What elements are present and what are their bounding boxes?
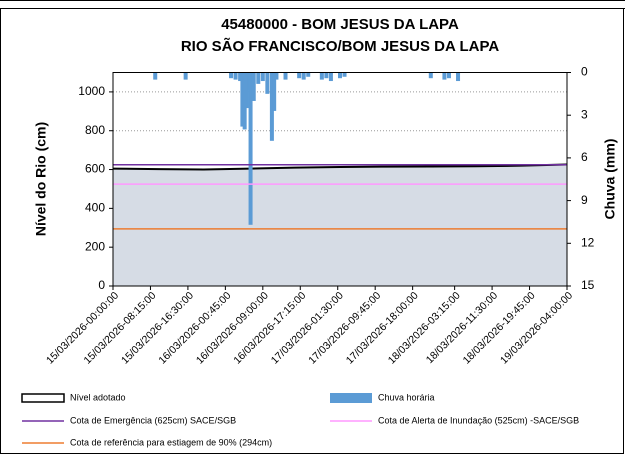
rain-bar bbox=[248, 72, 253, 225]
rain-bar bbox=[319, 72, 324, 80]
y2-tick-label: 0 bbox=[581, 65, 588, 79]
frame bbox=[0, 8, 624, 454]
y2-tick-label: 15 bbox=[581, 278, 595, 292]
rain-bar bbox=[338, 72, 342, 79]
rain-bar bbox=[272, 72, 277, 111]
x-tick-label: 16/03/2026-17:15:00 bbox=[231, 289, 308, 366]
y-tick-label: 600 bbox=[85, 162, 105, 176]
rain-bar bbox=[297, 72, 302, 79]
rain-bar bbox=[256, 72, 261, 84]
y-tick-label: 200 bbox=[85, 239, 105, 253]
x-tick-label: 19/03/2026-04:00:00 bbox=[498, 289, 575, 366]
x-tick-label: 16/03/2026-00:45:00 bbox=[156, 289, 233, 366]
rain-bar bbox=[324, 72, 329, 79]
chart-subtitle: RIO SÃO FRANCISCO/BOM JESUS DA LAPA bbox=[181, 37, 500, 55]
legend-label: Cota de Alerta de Inundação (525cm) -SAC… bbox=[378, 415, 579, 425]
rain-bar bbox=[342, 72, 347, 77]
rain-bar bbox=[251, 72, 256, 101]
x-tick-label: 15/03/2026-08:15:00 bbox=[82, 289, 159, 366]
rain-bar bbox=[274, 72, 279, 80]
x-tick-label: 17/03/2026-01:30:00 bbox=[269, 289, 346, 366]
rain-bar bbox=[240, 72, 245, 127]
legend-label: Chuva horária bbox=[378, 392, 435, 402]
rain-bar bbox=[260, 72, 265, 82]
y2-tick-label: 6 bbox=[581, 150, 588, 164]
rain-bar bbox=[442, 72, 447, 80]
rain-bar bbox=[283, 72, 288, 80]
x-tick-label: 18/03/2026-19:45:00 bbox=[461, 289, 538, 366]
x-tick-label: 18/03/2026-03:15:00 bbox=[386, 289, 463, 366]
x-tick-label: 15/03/2026-00:00:00 bbox=[44, 289, 121, 366]
legend-label: Cota de Emergência (625cm) SACE/SGB bbox=[70, 415, 236, 425]
y-tick-label: 800 bbox=[85, 123, 105, 137]
rain-bar bbox=[233, 72, 238, 80]
rain-bar bbox=[242, 72, 247, 130]
y-axis-label: Nível do Rio (cm) bbox=[33, 122, 49, 236]
rain-bar bbox=[183, 72, 188, 80]
plot-border bbox=[112, 72, 568, 287]
legend-swatch bbox=[330, 393, 372, 403]
rain-bar bbox=[306, 72, 311, 77]
y2-axis-label: Chuva (mm) bbox=[602, 139, 618, 220]
level-line bbox=[112, 163, 568, 171]
y2-tick-label: 12 bbox=[581, 235, 595, 249]
x-tick-label: 18/03/2026-11:30:00 bbox=[424, 289, 501, 366]
chart-title: 45480000 - BOM JESUS DA LAPA bbox=[221, 16, 459, 33]
x-tick-label: 15/03/2026-16:30:00 bbox=[119, 289, 196, 366]
legend-label: Nível adotado bbox=[70, 392, 126, 402]
rain-bar bbox=[265, 72, 270, 94]
rain-bar bbox=[428, 72, 433, 79]
y-tick-label: 400 bbox=[85, 201, 105, 215]
rain-bar bbox=[456, 72, 461, 82]
rain-bar bbox=[229, 72, 234, 79]
rain-bar bbox=[328, 72, 333, 82]
x-tick-label: 16/03/2026-09:00:00 bbox=[194, 289, 271, 366]
x-tick-label: 17/03/2026-09:45:00 bbox=[306, 289, 383, 366]
rain-bar bbox=[238, 72, 243, 82]
level-area bbox=[113, 164, 567, 286]
legend-label: Cota de referência para estiagem de 90% … bbox=[70, 437, 272, 447]
rain-bar bbox=[446, 72, 451, 79]
y2-tick-label: 9 bbox=[581, 193, 588, 207]
rain-bar bbox=[269, 72, 274, 141]
rain-bar bbox=[153, 72, 158, 80]
y-tick-label: 1000 bbox=[78, 84, 105, 98]
x-tick-label: 17/03/2026-18:00:00 bbox=[344, 289, 421, 366]
legend-swatch bbox=[21, 393, 65, 403]
rain-bar bbox=[301, 72, 306, 80]
y-tick-label: 0 bbox=[98, 278, 105, 292]
rain-bar bbox=[244, 72, 249, 109]
y2-tick-label: 3 bbox=[581, 107, 588, 121]
